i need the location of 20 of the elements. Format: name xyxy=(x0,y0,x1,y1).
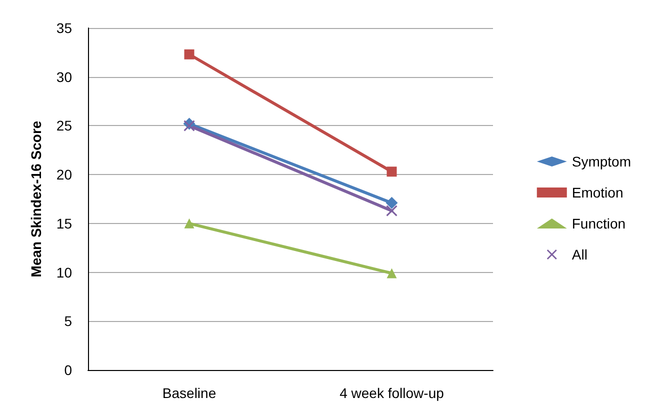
y-tick-label: 10 xyxy=(56,264,72,280)
y-tick-label: 0 xyxy=(64,362,72,378)
y-tick-label: 30 xyxy=(56,68,72,85)
y-tick-label: 5 xyxy=(64,313,72,330)
point xyxy=(386,196,398,209)
y-tick-label: 25 xyxy=(56,118,72,134)
point xyxy=(386,166,397,177)
y-tick-label: 15 xyxy=(56,215,72,232)
y-tick-label: 35 xyxy=(56,20,72,36)
y-axis-title: Mean Skindex-16 Score xyxy=(28,120,44,278)
legend-label: Function xyxy=(572,216,626,232)
x-tick-label: 4 week follow-up xyxy=(340,385,444,401)
x-tick-label: Baseline xyxy=(162,385,216,401)
point xyxy=(184,120,195,132)
legend-label: All xyxy=(572,246,588,262)
legend-label: Symptom xyxy=(572,154,631,170)
point xyxy=(386,205,398,216)
legend-label: Emotion xyxy=(572,184,624,200)
point xyxy=(184,49,194,60)
y-tick-label: 20 xyxy=(56,166,72,183)
